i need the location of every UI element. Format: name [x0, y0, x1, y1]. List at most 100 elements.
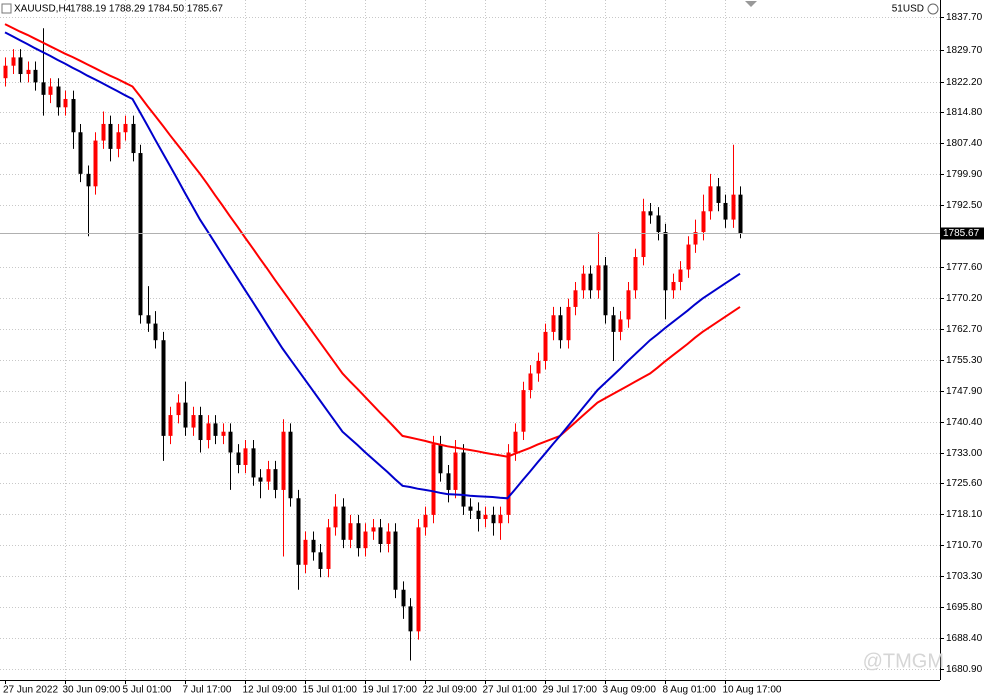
- x-tick-label: 7 Jul 17:00: [183, 685, 232, 696]
- last-price-box: [941, 227, 984, 240]
- candle-body: [41, 82, 46, 95]
- candle-body: [153, 323, 158, 341]
- y-tick-label: 1762.70: [946, 324, 983, 335]
- candle-body: [641, 211, 646, 258]
- y-tick-label: 1703.30: [946, 571, 983, 582]
- y-tick-label: 1747.90: [946, 386, 983, 397]
- x-tick-label: 22 Jul 09:00: [423, 685, 478, 696]
- y-tick-label: 1695.80: [946, 602, 983, 613]
- candle-body: [56, 86, 61, 108]
- candle-body: [356, 523, 361, 549]
- collapse-icon[interactable]: [1, 3, 12, 14]
- candle-body: [26, 69, 31, 75]
- candle-body: [558, 315, 563, 341]
- candle-body: [513, 431, 518, 453]
- y-tick-label: 1725.60: [946, 478, 983, 489]
- candle-body: [123, 123, 128, 133]
- x-tick-label: 10 Aug 17:00: [723, 685, 782, 696]
- candle-body: [183, 402, 188, 428]
- y-tick-label: 1799.90: [946, 169, 983, 180]
- candle-body: [78, 132, 83, 174]
- y-tick-label: 1733.00: [946, 448, 983, 459]
- candle-body: [363, 531, 368, 549]
- candle-body: [333, 506, 338, 528]
- candle-body: [33, 69, 38, 83]
- candle-body: [536, 361, 541, 374]
- x-tick-label: 3 Aug 09:00: [603, 685, 657, 696]
- candle-body: [648, 211, 653, 216]
- candle-body: [86, 173, 91, 187]
- candle-body: [63, 98, 68, 108]
- y-tick-label: 1792.50: [946, 200, 983, 211]
- candle-body: [266, 469, 271, 482]
- shift-marker[interactable]: [745, 1, 757, 7]
- candle-body: [108, 123, 113, 149]
- x-tick-label: 15 Jul 01:00: [303, 685, 358, 696]
- y-tick-label: 1837.70: [946, 12, 983, 23]
- candle-body: [206, 423, 211, 441]
- y-tick-label: 1822.20: [946, 77, 983, 88]
- candle-body: [213, 423, 218, 436]
- plot: [0, 23, 940, 661]
- candle-body: [11, 57, 16, 66]
- y-tick-label: 1755.30: [946, 355, 983, 366]
- y-tick-label: 1680.90: [946, 664, 983, 675]
- candle-body: [476, 510, 481, 520]
- candle-body: [453, 452, 458, 490]
- candle-body: [678, 269, 683, 282]
- candle-body: [596, 265, 601, 291]
- y-tick-label: 1710.70: [946, 540, 983, 551]
- candle-body: [101, 123, 106, 141]
- candle-body: [708, 186, 713, 212]
- candle-body: [348, 523, 353, 540]
- grid: [0, 0, 940, 680]
- candle-body: [393, 531, 398, 590]
- x-tick-label: 30 Jun 09:00: [63, 685, 121, 696]
- candle-body: [506, 452, 511, 515]
- candle-body: [491, 514, 496, 524]
- candle-body: [483, 514, 488, 520]
- y-tick-label: 1718.10: [946, 509, 983, 520]
- candle-body: [71, 98, 76, 133]
- candle-body: [198, 415, 203, 441]
- candle-body: [566, 306, 571, 341]
- candle-body: [588, 273, 593, 291]
- y-tick-label: 1740.40: [946, 417, 983, 428]
- candle-body: [716, 186, 721, 203]
- x-tick-label: 19 Jul 17:00: [363, 685, 418, 696]
- candle-body: [221, 431, 226, 436]
- candle-body: [236, 452, 241, 465]
- candle-body: [251, 448, 256, 478]
- candle-body: [146, 315, 151, 324]
- candle-body: [326, 527, 331, 569]
- x-tick-label: 5 Jul 01:00: [123, 685, 172, 696]
- candle-body: [273, 469, 278, 490]
- candle-body: [288, 431, 293, 499]
- candle-body: [386, 531, 391, 544]
- close-button[interactable]: [927, 3, 939, 15]
- y-tick-label: 1829.70: [946, 45, 983, 56]
- candle-body: [416, 527, 421, 632]
- x-tick-label: 29 Jul 17:00: [543, 685, 598, 696]
- candle-body: [243, 448, 248, 465]
- candle-body: [543, 331, 548, 362]
- candle-body: [618, 319, 623, 332]
- y-tick-label: 1770.20: [946, 293, 983, 304]
- candle-body: [461, 452, 466, 507]
- candle-body: [693, 232, 698, 245]
- chart-title: XAUUSD,H4: [14, 4, 72, 15]
- candle-body: [371, 527, 376, 532]
- candle-body: [138, 153, 143, 316]
- candle-body: [633, 257, 638, 291]
- account-label: 51USD: [892, 4, 924, 15]
- x-tick-label: 27 Jul 01:00: [483, 685, 538, 696]
- moving-average-line: [4, 31, 741, 500]
- candle-body: [663, 232, 668, 291]
- candle-body: [731, 194, 736, 220]
- moving-average-line: [4, 23, 741, 458]
- candle-body: [168, 415, 173, 436]
- candle-body: [738, 194, 743, 234]
- candle-body: [296, 498, 301, 565]
- candle-body: [701, 211, 706, 233]
